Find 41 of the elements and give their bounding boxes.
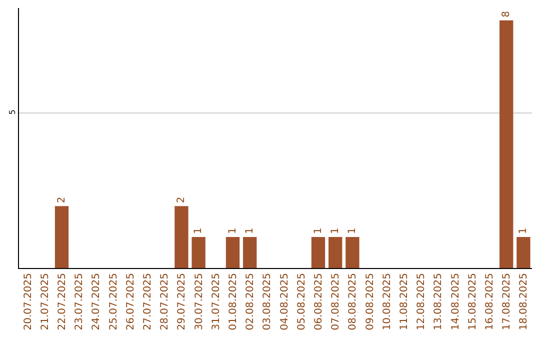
x-tick-label: 14.08.2025 xyxy=(450,273,462,330)
x-tick-label: 01.08.2025 xyxy=(228,273,239,330)
x-tick-label: 22.07.2025 xyxy=(57,273,68,330)
x-tick-label: 23.07.2025 xyxy=(74,273,86,330)
x-tick-label: 21.07.2025 xyxy=(40,273,51,330)
x-tick-label: 26.07.2025 xyxy=(125,273,136,330)
x-tick-label: 09.08.2025 xyxy=(364,273,376,330)
x-tick-label: 16.08.2025 xyxy=(484,273,496,330)
data-label: 1 xyxy=(244,228,256,234)
x-tick-label: 03.08.2025 xyxy=(262,273,274,330)
x-tick-label: 05.08.2025 xyxy=(296,273,308,330)
data-label: 2 xyxy=(56,196,68,204)
x-tick-label: 13.08.2025 xyxy=(433,273,444,330)
data-label: 1 xyxy=(193,228,204,234)
x-tick-label: 28.07.2025 xyxy=(160,273,171,330)
x-tick-label: 15.08.2025 xyxy=(467,273,478,330)
data-label: 8 xyxy=(500,11,512,18)
data-label: 1 xyxy=(312,228,324,234)
x-tick-label: 27.07.2025 xyxy=(142,273,154,330)
x-tick-label: 08.08.2025 xyxy=(348,273,359,330)
x-tick-label: 17.08.2025 xyxy=(502,273,513,330)
data-label: 1 xyxy=(330,228,341,234)
x-tick-label: 25.07.2025 xyxy=(108,273,120,330)
x-tick-label: 18.08.2025 xyxy=(518,273,530,330)
x-tick-label: 24.07.2025 xyxy=(91,273,102,330)
x-tick-label: 10.08.2025 xyxy=(382,273,393,330)
x-tick-label: 02.08.2025 xyxy=(245,273,256,330)
x-tick-label: 29.07.2025 xyxy=(176,273,188,330)
x-tick-label: 11.08.2025 xyxy=(399,273,410,330)
x-tick-label: 31.07.2025 xyxy=(210,273,222,330)
x-tick-label: 12.08.2025 xyxy=(416,273,428,330)
x-tick-label: 06.08.2025 xyxy=(314,273,324,330)
data-label: 1 xyxy=(227,228,238,234)
data-label: 1 xyxy=(346,228,358,234)
x-tick-label: 30.07.2025 xyxy=(194,273,205,330)
data-label: 2 xyxy=(176,196,187,204)
x-tick-label: 04.08.2025 xyxy=(279,273,290,330)
x-tick-label: 20.07.2025 xyxy=(22,273,34,330)
y-tick-label: 5 xyxy=(8,109,17,115)
x-tick-label: 07.08.2025 xyxy=(330,273,342,330)
data-label: 1 xyxy=(518,228,529,234)
